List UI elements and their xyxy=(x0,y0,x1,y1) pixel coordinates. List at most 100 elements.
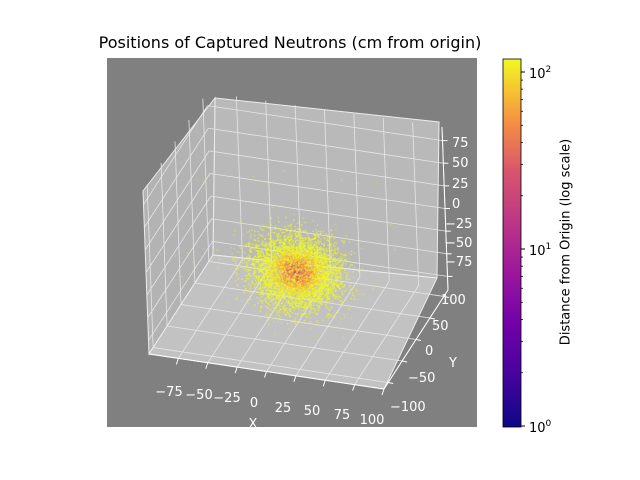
scatter-point xyxy=(338,261,341,264)
scatter-point xyxy=(348,307,350,310)
scatter-point xyxy=(306,280,308,283)
scatter-point xyxy=(276,249,278,252)
scatter-point xyxy=(279,300,281,303)
scatter-point xyxy=(345,259,347,262)
scatter-point xyxy=(319,232,322,235)
scatter-point xyxy=(238,251,241,254)
scatter-point xyxy=(272,294,275,297)
scatter-point xyxy=(343,316,346,319)
scatter-point xyxy=(293,278,295,280)
scatter-point xyxy=(259,310,262,313)
scatter-point xyxy=(270,300,273,303)
scatter-point xyxy=(292,219,295,221)
scatter-point xyxy=(299,237,302,240)
scatter-point xyxy=(330,266,333,269)
scatter-point xyxy=(308,242,310,245)
scatter-point xyxy=(284,266,287,269)
scatter-point xyxy=(268,279,271,282)
scatter-point xyxy=(329,284,332,287)
scatter-point xyxy=(288,262,291,265)
scatter-point xyxy=(263,273,265,276)
scatter-point xyxy=(335,228,337,231)
scatter-point xyxy=(246,231,249,234)
scatter-point xyxy=(316,299,318,302)
scatter-point xyxy=(271,310,273,312)
scatter-point xyxy=(261,266,263,269)
scatter-point xyxy=(230,246,232,249)
scatter-point xyxy=(263,276,265,279)
scatter-point xyxy=(302,244,305,247)
scatter-point xyxy=(281,283,284,286)
scatter-point xyxy=(331,271,334,274)
scatter-point xyxy=(259,300,262,302)
scatter-point xyxy=(238,277,241,279)
scatter-point xyxy=(249,285,252,288)
scatter-point xyxy=(321,273,323,276)
scatter-point xyxy=(267,298,270,301)
scatter-point xyxy=(332,273,335,275)
scatter-point xyxy=(322,257,324,260)
scatter-point xyxy=(287,225,289,227)
scatter-point xyxy=(334,275,336,278)
scatter-point xyxy=(343,258,346,261)
scatter-point xyxy=(263,248,266,251)
scatter-point xyxy=(246,263,249,265)
scatter-point xyxy=(333,245,336,248)
scatter-point xyxy=(298,301,301,304)
scatter-point xyxy=(353,252,356,255)
scatter-point xyxy=(310,277,313,280)
scatter-point xyxy=(330,229,333,232)
gridline xyxy=(208,127,444,164)
scatter-point xyxy=(329,291,332,293)
scatter-point xyxy=(294,275,297,278)
scatter-point xyxy=(294,225,297,228)
scatter-point xyxy=(270,306,273,309)
scatter-point xyxy=(308,248,311,251)
scatter-point xyxy=(270,240,273,243)
scatter-point xyxy=(258,271,261,274)
scatter-point xyxy=(268,244,271,247)
scatter-point xyxy=(337,251,339,254)
scatter-point xyxy=(347,260,349,263)
scatter-point xyxy=(346,275,348,278)
scatter-point xyxy=(277,301,279,303)
scatter-point xyxy=(271,269,274,272)
scatter-point xyxy=(306,281,308,284)
scatter-point xyxy=(265,249,267,252)
scatter-point xyxy=(308,313,311,315)
scatter-point xyxy=(264,237,266,240)
scatter-point xyxy=(256,267,259,270)
scatter-point xyxy=(340,299,343,302)
scatter-point xyxy=(309,311,311,314)
gridline xyxy=(146,195,212,296)
scatter-point xyxy=(280,240,282,242)
scatter-point xyxy=(236,284,239,286)
scatter-point xyxy=(320,254,323,257)
scatter-point xyxy=(317,302,319,304)
scatter-point xyxy=(333,284,336,287)
scatter-point xyxy=(293,213,295,216)
scatter-point xyxy=(267,289,269,292)
scatter-point xyxy=(264,254,266,257)
scatter-point xyxy=(289,309,292,312)
scatter-point xyxy=(288,243,291,246)
scatter-point xyxy=(315,252,318,255)
scatter-point xyxy=(299,245,302,248)
scatter-point xyxy=(282,244,285,246)
scatter-point xyxy=(261,289,263,292)
scatter-point xyxy=(287,292,290,295)
scatter-point xyxy=(284,314,287,317)
scatter-point xyxy=(315,261,317,263)
scatter-point xyxy=(329,286,332,289)
scatter-point xyxy=(302,287,304,290)
scatter-point xyxy=(340,277,343,280)
scatter-point xyxy=(310,306,313,308)
scatter-point xyxy=(265,251,268,253)
scatter-point xyxy=(321,298,324,301)
scatter-point xyxy=(290,297,293,300)
scatter-point xyxy=(277,254,280,257)
scatter-point xyxy=(333,237,336,240)
scatter-point xyxy=(277,216,280,219)
scatter-point xyxy=(349,282,352,285)
scatter-point xyxy=(249,247,252,250)
